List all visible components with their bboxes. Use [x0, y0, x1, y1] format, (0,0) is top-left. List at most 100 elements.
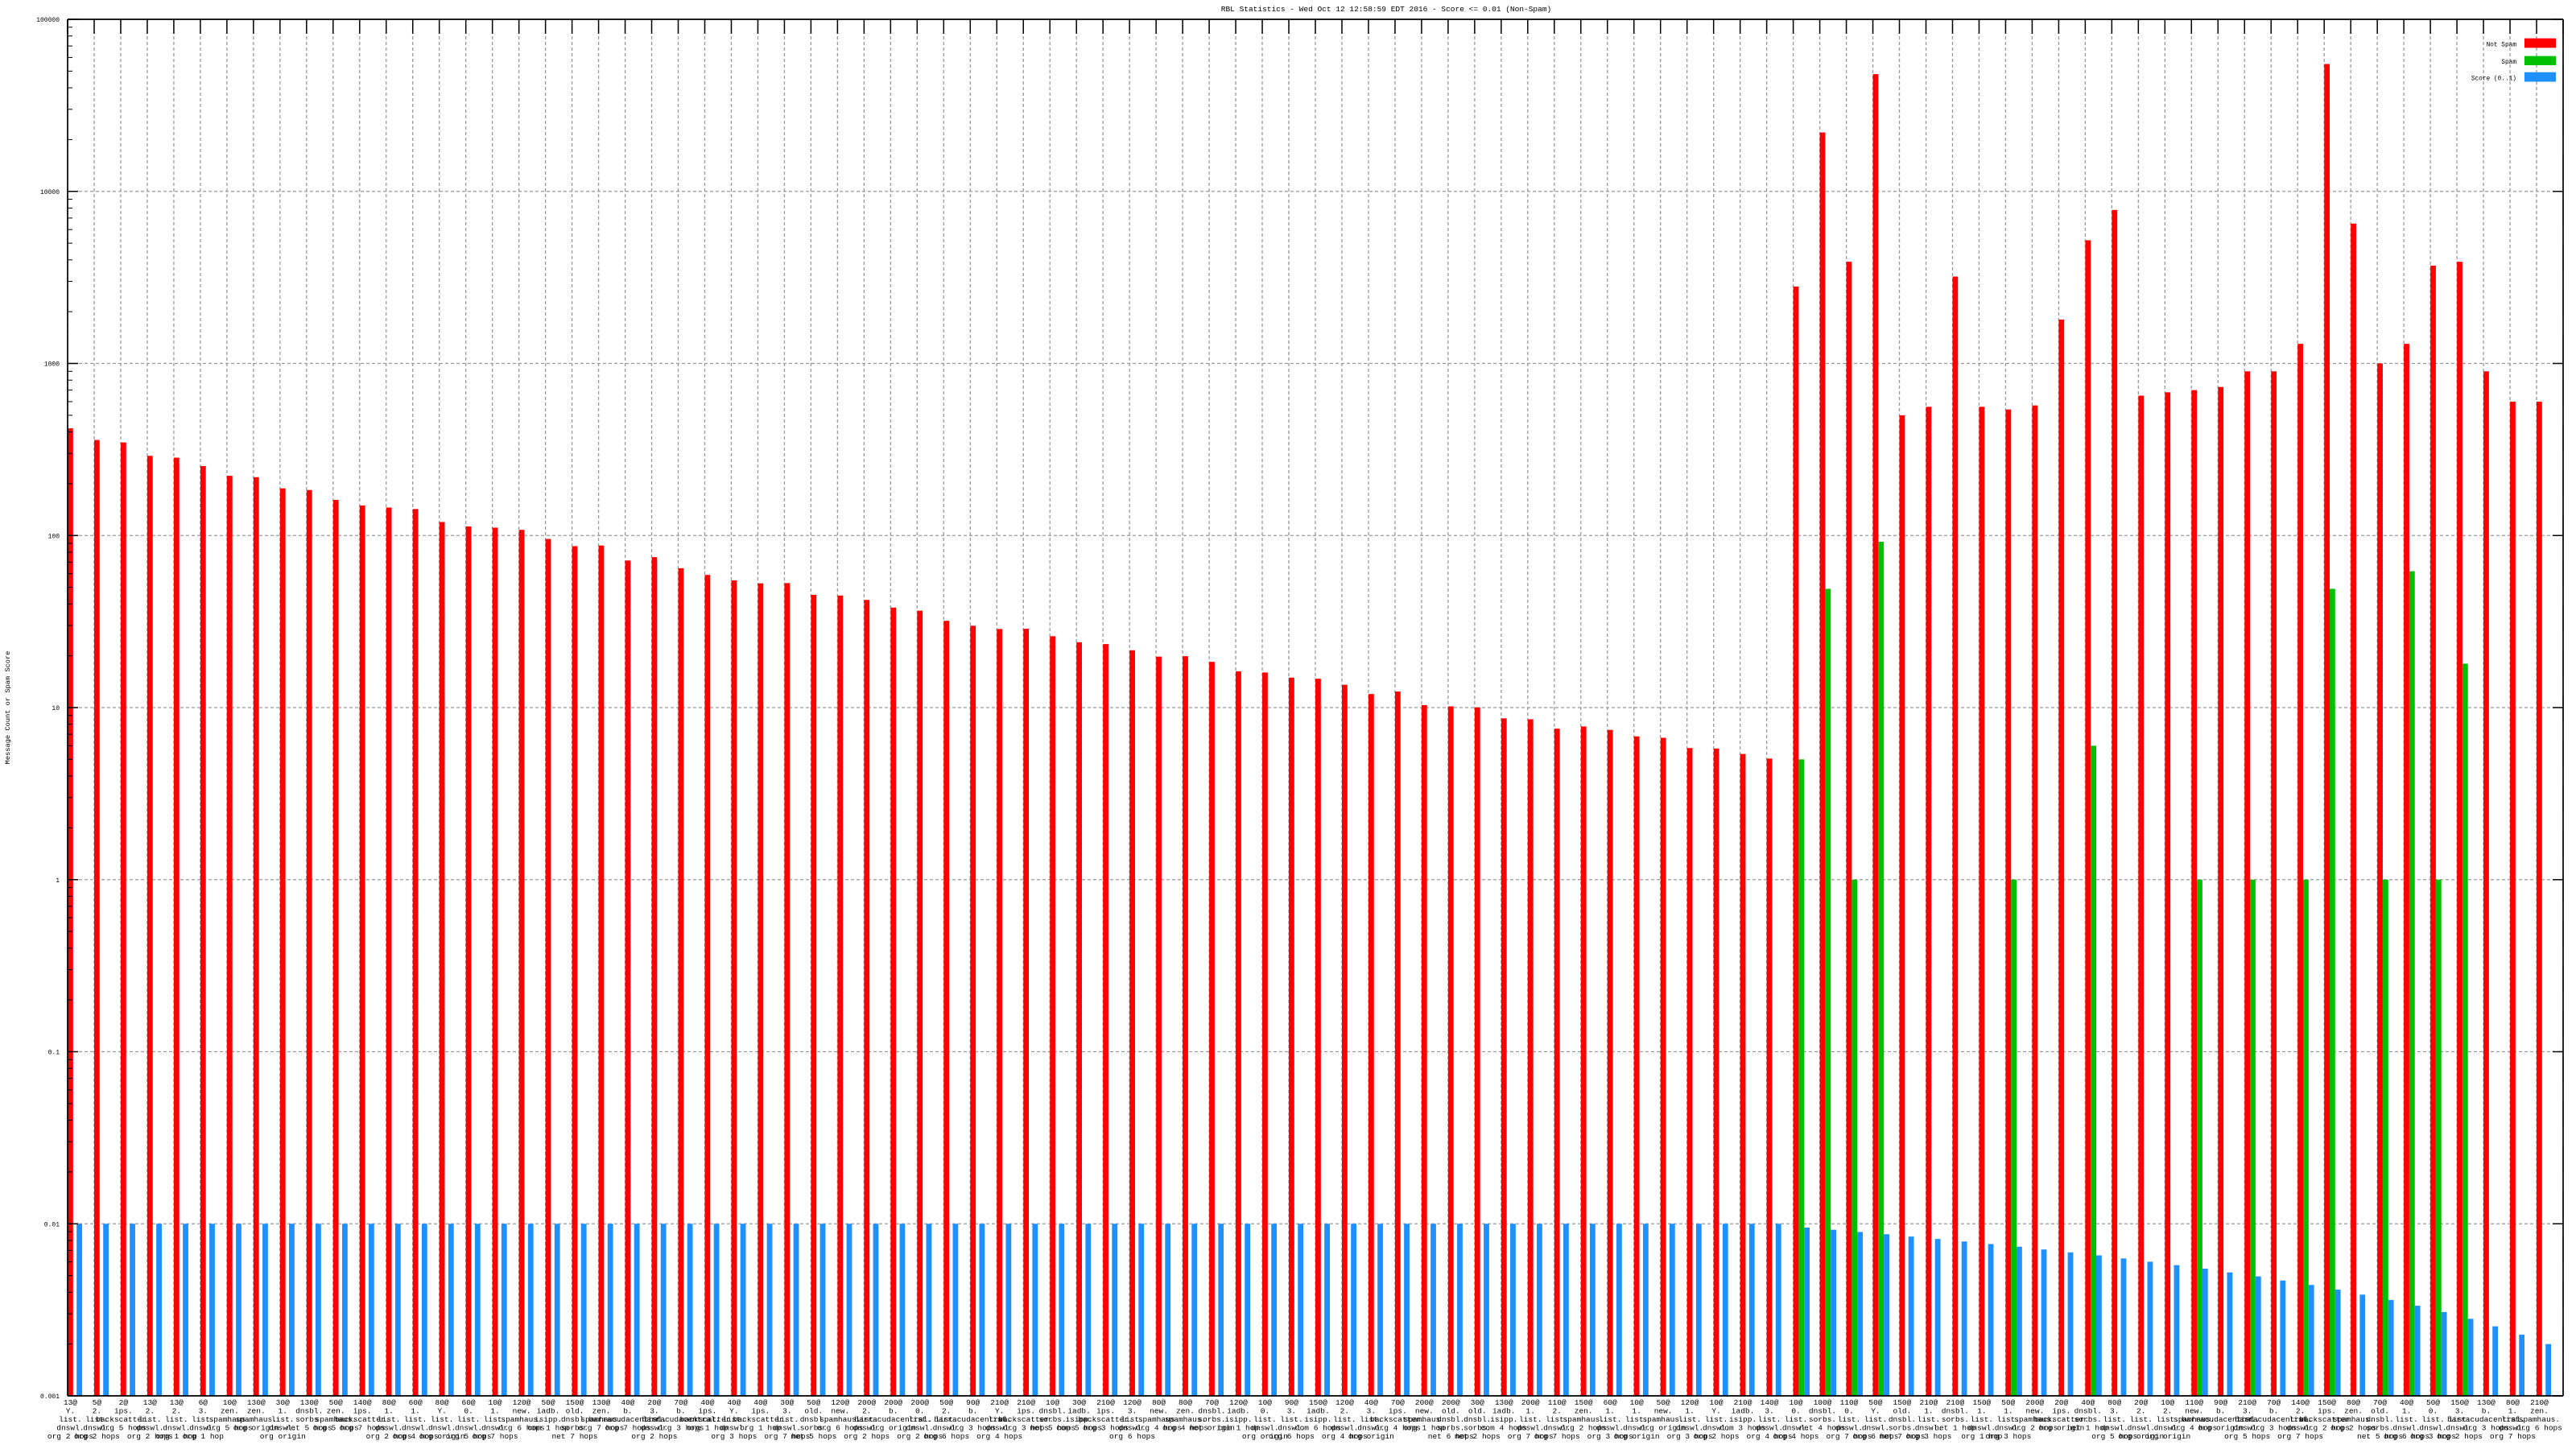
svg-text:zen.: zen.: [247, 1407, 266, 1416]
svg-text:50@: 50@: [807, 1398, 820, 1407]
svg-text:dnswl.: dnswl.: [1968, 1424, 1996, 1433]
svg-text:130@: 130@: [592, 1398, 611, 1407]
svg-text:40@: 40@: [2081, 1398, 2095, 1407]
svg-text:0.: 0.: [915, 1407, 924, 1416]
svg-text:zen.: zen.: [1176, 1407, 1195, 1416]
svg-text:0.: 0.: [2429, 1407, 2438, 1416]
svg-text:RBL Statistics - Wed Oct 12 12: RBL Statistics - Wed Oct 12 12:58:59 EDT…: [1221, 5, 1551, 14]
svg-text:210@: 210@: [1096, 1398, 1115, 1407]
svg-text:new.: new.: [1415, 1407, 1434, 1416]
svg-text:Not Spam: Not Spam: [2487, 42, 2517, 48]
svg-text:0.: 0.: [1791, 1407, 1800, 1416]
svg-text:org origin: org origin: [1348, 1432, 1394, 1441]
svg-text:spamhaus.: spamhaus.: [2519, 1415, 2560, 1424]
svg-text:1.: 1.: [2508, 1407, 2517, 1416]
svg-text:dnswl.: dnswl.: [2128, 1424, 2155, 1433]
svg-text:old.: old.: [1893, 1407, 1912, 1416]
svg-text:sorbs.: sorbs.: [1198, 1415, 1225, 1424]
svg-text:80@: 80@: [382, 1398, 396, 1407]
svg-text:org 6 hops: org 6 hops: [923, 1432, 969, 1441]
svg-text:list.: list.: [2421, 1415, 2445, 1424]
svg-text:Y.: Y.: [437, 1407, 446, 1416]
svg-text:50@: 50@: [2426, 1398, 2440, 1407]
svg-text:10@: 10@: [1630, 1398, 1644, 1407]
svg-text:120@: 120@: [1681, 1398, 1699, 1407]
svg-text:20@: 20@: [2134, 1398, 2148, 1407]
svg-text:Y.: Y.: [729, 1407, 738, 1416]
svg-text:b.: b.: [2482, 1407, 2491, 1416]
svg-text:200@: 200@: [857, 1398, 876, 1407]
svg-text:0.001: 0.001: [40, 1393, 60, 1401]
svg-text:isipp.: isipp.: [1304, 1415, 1331, 1424]
svg-text:list.: list.: [404, 1415, 427, 1424]
svg-text:90@: 90@: [2214, 1398, 2227, 1407]
svg-text:2.: 2.: [2136, 1407, 2145, 1416]
svg-text:50@: 50@: [1657, 1398, 1670, 1407]
svg-text:210@: 210@: [1946, 1398, 1964, 1407]
svg-text:dnsbl.: dnsbl.: [1039, 1407, 1067, 1416]
svg-text:10@: 10@: [2161, 1398, 2174, 1407]
svg-text:zen.: zen.: [221, 1407, 239, 1416]
svg-text:zen.: zen.: [327, 1407, 345, 1416]
svg-text:list.: list.: [1519, 1415, 1542, 1424]
svg-text:Y.: Y.: [1711, 1407, 1720, 1416]
svg-text:isipp.: isipp.: [1729, 1415, 1757, 1424]
svg-text:Y.: Y.: [66, 1407, 75, 1416]
svg-text:2.: 2.: [942, 1407, 951, 1416]
svg-text:dnsbl.: dnsbl.: [1463, 1415, 1491, 1424]
svg-text:20@: 20@: [2054, 1398, 2068, 1407]
svg-text:org origin: org origin: [260, 1432, 306, 1441]
svg-text:list.: list.: [378, 1415, 401, 1424]
svg-text:3.: 3.: [1287, 1407, 1296, 1416]
svg-text:org 6 hops: org 6 hops: [1269, 1432, 1315, 1441]
svg-text:10000: 10000: [40, 189, 60, 196]
svg-text:list.: list.: [271, 1415, 295, 1424]
svg-text:0.: 0.: [1261, 1407, 1269, 1416]
svg-text:1.: 1.: [384, 1407, 393, 1416]
svg-text:200@: 200@: [2025, 1398, 2044, 1407]
svg-text:list.: list.: [1678, 1415, 1702, 1424]
svg-text:org 7 hops: org 7 hops: [2490, 1432, 2536, 1441]
svg-text:0.: 0.: [464, 1407, 473, 1416]
svg-text:list.: list.: [1599, 1415, 1622, 1424]
svg-text:70@: 70@: [1205, 1398, 1219, 1407]
svg-text:dnsbl.: dnsbl.: [1889, 1415, 1916, 1424]
svg-text:dnswl.: dnswl.: [56, 1424, 84, 1433]
svg-text:60@: 60@: [462, 1398, 476, 1407]
svg-text:140@: 140@: [2291, 1398, 2310, 1407]
svg-text:1000: 1000: [44, 361, 60, 369]
svg-text:200@: 200@: [884, 1398, 902, 1407]
svg-text:new.: new.: [2185, 1407, 2203, 1416]
svg-text:120@: 120@: [1335, 1398, 1354, 1407]
svg-text:140@: 140@: [353, 1398, 372, 1407]
svg-text:dnswl.: dnswl.: [1835, 1424, 1863, 1433]
svg-text:40@: 40@: [727, 1398, 741, 1407]
svg-text:150@: 150@: [2450, 1398, 2469, 1407]
svg-text:list.: list.: [1333, 1415, 1356, 1424]
svg-text:sorbs.: sorbs.: [2074, 1415, 2102, 1424]
svg-text:new.: new.: [831, 1407, 849, 1416]
svg-text:sorbs.: sorbs.: [1039, 1415, 1067, 1424]
svg-text:dnswl.: dnswl.: [1517, 1424, 1544, 1433]
svg-text:60@: 60@: [1604, 1398, 1617, 1407]
svg-text:150@: 150@: [566, 1398, 584, 1407]
svg-text:Message Count or Spam Score: Message Count or Spam Score: [4, 651, 12, 765]
svg-text:13@: 13@: [170, 1398, 184, 1407]
svg-text:40@: 40@: [700, 1398, 714, 1407]
svg-text:Spam: Spam: [2501, 60, 2516, 66]
svg-text:iadb.: iadb.: [1067, 1407, 1091, 1416]
svg-text:dnswl.: dnswl.: [1862, 1424, 1889, 1433]
svg-text:40@: 40@: [753, 1398, 767, 1407]
svg-text:ips.: ips.: [353, 1407, 372, 1416]
svg-text:0.01: 0.01: [44, 1221, 60, 1228]
svg-text:3.: 3.: [2243, 1407, 2252, 1416]
svg-text:list.: list.: [1253, 1415, 1277, 1424]
svg-text:sorbs.: sorbs.: [1942, 1415, 1969, 1424]
svg-text:dnswl.: dnswl.: [136, 1424, 163, 1433]
svg-text:5@: 5@: [93, 1398, 102, 1407]
svg-text:1.: 1.: [1605, 1407, 1614, 1416]
svg-text:3.: 3.: [782, 1407, 791, 1416]
svg-text:130@: 130@: [2477, 1398, 2496, 1407]
svg-text:Y.: Y.: [995, 1407, 1004, 1416]
svg-text:zen.: zen.: [2344, 1407, 2363, 1416]
